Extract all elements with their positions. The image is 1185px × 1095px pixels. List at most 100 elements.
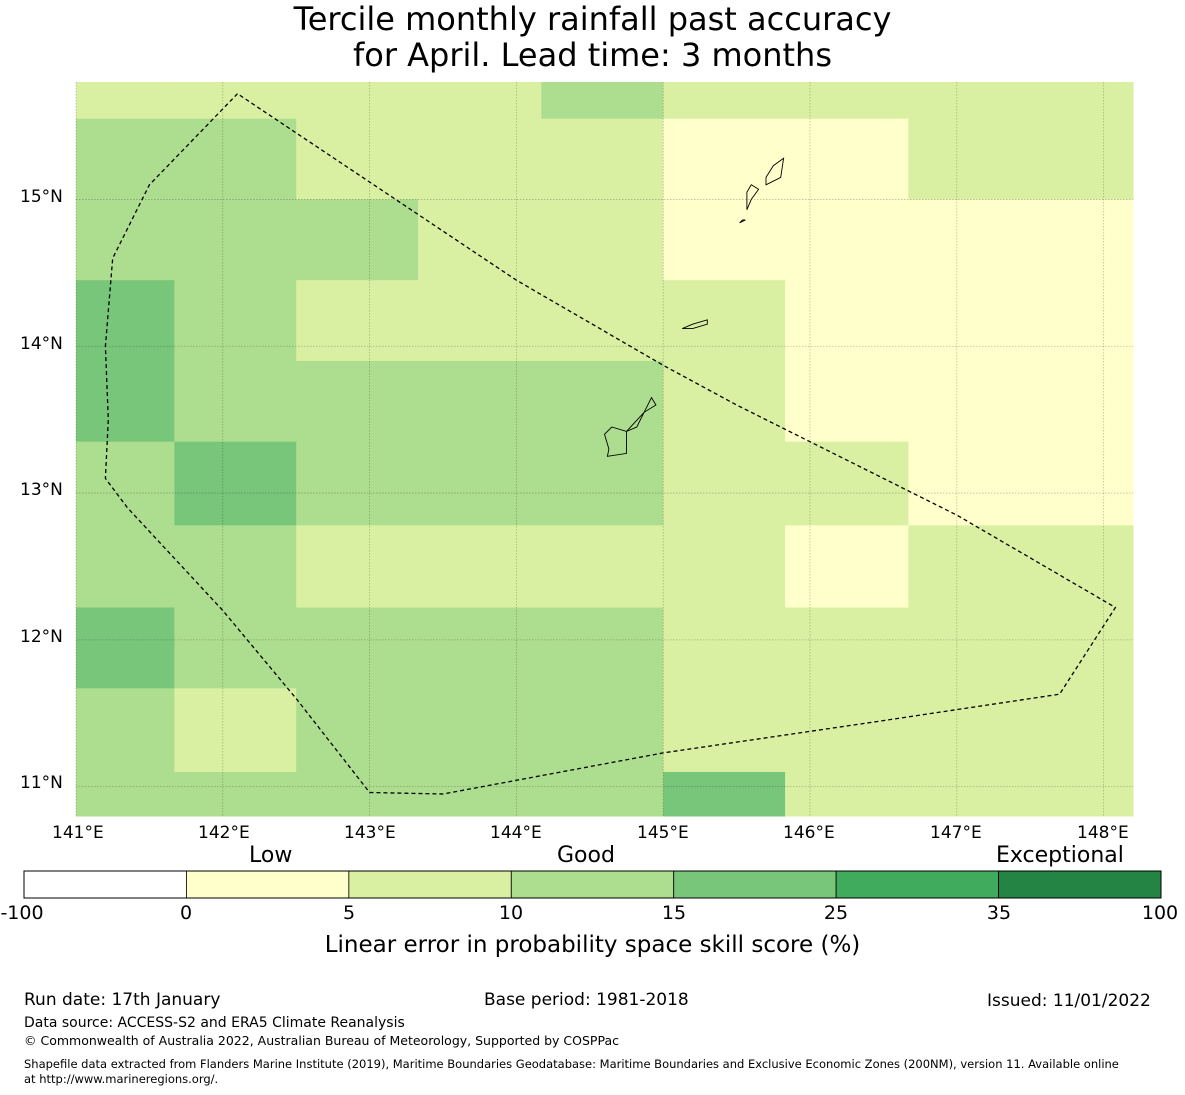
skill-cell <box>76 118 175 200</box>
skill-cell <box>1030 82 1134 120</box>
island-aguijan <box>739 219 746 224</box>
skill-cell <box>76 525 175 609</box>
lon-tick-141: 141°E <box>52 823 104 843</box>
skill-cell <box>541 771 664 817</box>
skill-cell <box>908 280 1031 362</box>
skill-cell <box>908 771 1031 817</box>
skill-cell <box>174 199 297 281</box>
skill-cell <box>418 688 542 773</box>
colorbar-label: Linear error in probability space skill … <box>324 932 861 958</box>
skill-cell <box>174 688 297 773</box>
skill-cell <box>174 118 297 200</box>
skill-grid-cells <box>76 82 1134 817</box>
base-period: Base period: 1981-2018 <box>484 990 689 1010</box>
colorbar-tick: 15 <box>661 902 687 924</box>
skill-cell <box>908 441 1031 526</box>
skill-cell <box>908 199 1031 281</box>
colorbar-word-low: Low <box>249 843 293 868</box>
skill-cell <box>296 771 419 817</box>
skill-cell <box>663 280 786 362</box>
skill-cell <box>908 82 1031 120</box>
colorbar-tick: 100 <box>1141 902 1179 924</box>
skill-cell <box>785 771 909 817</box>
skill-cell <box>663 688 786 773</box>
skill-cell <box>296 360 419 443</box>
skill-cell <box>541 360 664 443</box>
colorbar-segment <box>998 870 1162 899</box>
skill-cell <box>76 360 175 443</box>
lat-tick-11: 11°N <box>20 773 63 793</box>
skill-cell <box>541 688 664 773</box>
colorbar-segment <box>23 870 187 899</box>
skill-cell <box>418 441 542 526</box>
skill-cell <box>418 280 542 362</box>
shapefile-credit-line1: Shapefile data extracted from Flanders M… <box>24 1057 1119 1071</box>
colorbar-segment <box>673 870 837 899</box>
colorbar-segment <box>835 870 999 899</box>
skill-cell <box>1030 360 1134 443</box>
island-tinian <box>746 184 760 210</box>
skill-cell <box>541 525 664 609</box>
skill-cell <box>663 441 786 526</box>
skill-cell <box>908 607 1031 689</box>
lat-tick-12: 12°N <box>20 627 63 647</box>
skill-cell <box>785 280 909 362</box>
colorbar-frame <box>23 870 1162 899</box>
skill-cell <box>76 441 175 526</box>
skill-cell <box>785 118 909 200</box>
skill-cell <box>174 360 297 443</box>
data-source: Data source: ACCESS-S2 and ERA5 Climate … <box>24 1015 405 1031</box>
skill-cell <box>296 280 419 362</box>
island-guam <box>603 396 657 457</box>
skill-cell <box>296 199 419 281</box>
map-title-line1: Tercile monthly rainfall past accuracy <box>293 0 892 38</box>
skill-cell <box>541 199 664 281</box>
colorbar-segment <box>186 870 350 899</box>
skill-cell <box>908 360 1031 443</box>
eez-boundary <box>104 93 1117 795</box>
colorbar-segment <box>510 870 675 899</box>
skill-cell <box>663 82 786 120</box>
skill-cell <box>418 360 542 443</box>
islands <box>603 157 785 457</box>
skill-cell <box>296 441 419 526</box>
skill-cell <box>296 688 419 773</box>
skill-cell <box>785 82 909 120</box>
lon-tick-145: 145°E <box>637 823 689 843</box>
skill-cell <box>76 607 175 689</box>
skill-cell <box>76 688 175 773</box>
colorbar-tick: 0 <box>179 902 193 924</box>
colorbar-tick: 10 <box>498 902 524 924</box>
skill-cell <box>1030 441 1134 526</box>
lat-tick-15: 15°N <box>20 187 63 207</box>
lon-tick-147: 147°E <box>930 823 982 843</box>
lon-tick-146: 146°E <box>783 823 835 843</box>
skill-cell <box>1030 280 1134 362</box>
colorbar-tick: 25 <box>823 902 849 924</box>
issued-date: Issued: 11/01/2022 <box>987 991 1151 1011</box>
run-date: Run date: 17th January <box>24 990 221 1010</box>
skill-cell <box>418 607 542 689</box>
colorbar-word-good: Good <box>557 843 615 868</box>
skill-cell <box>296 607 419 689</box>
skill-cell <box>908 688 1031 773</box>
skill-cell <box>174 607 297 689</box>
skill-cell <box>1030 688 1134 773</box>
skill-cell <box>663 607 786 689</box>
skill-cell <box>174 771 297 817</box>
lon-tick-148: 148°E <box>1077 823 1129 843</box>
skill-cell <box>418 199 542 281</box>
colorbar-tick: 5 <box>342 902 356 924</box>
lat-tick-13: 13°N <box>20 480 63 500</box>
colorbar-tick: -100 <box>0 902 44 924</box>
skill-cell <box>908 118 1031 200</box>
skill-cell <box>296 525 419 609</box>
colorbar <box>23 870 1162 899</box>
skill-cell <box>785 525 909 609</box>
skill-cell <box>174 441 297 526</box>
skill-cell <box>1030 771 1134 817</box>
skill-cell <box>418 118 542 200</box>
skill-cell <box>1030 525 1134 609</box>
skill-cell <box>296 82 419 120</box>
